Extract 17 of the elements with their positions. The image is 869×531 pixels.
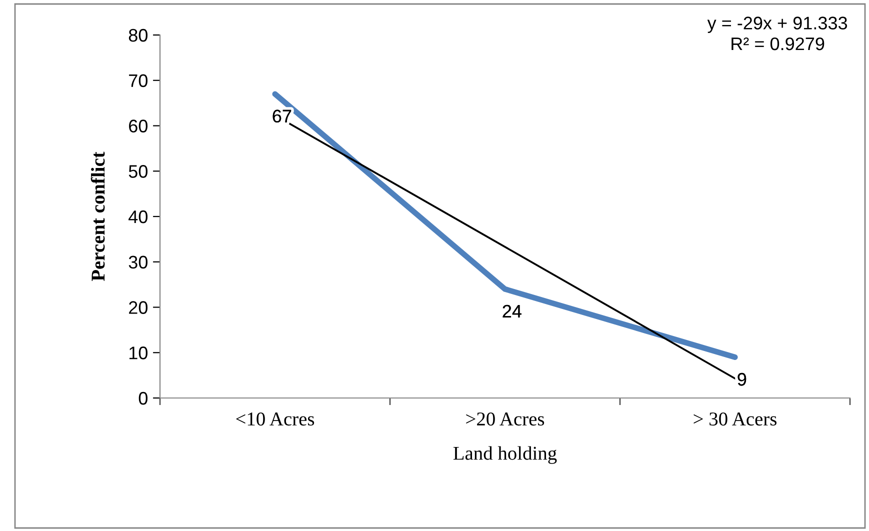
data-label: 24 [502, 304, 522, 318]
y-tick-label: 0 [138, 392, 148, 405]
x-tick-label: >20 Acres [466, 412, 544, 426]
x-tick-label: <10 Acres [236, 412, 314, 426]
data-label: 9 [738, 372, 746, 386]
y-tick-label: 10 [129, 346, 148, 360]
y-tick-label: 40 [128, 210, 148, 224]
y-axis-title: Percent conflict [90, 152, 105, 282]
y-tick-label: 20 [129, 301, 148, 314]
y-tick-label: 70 [129, 74, 148, 88]
annotation: y = -29x + 91.333 R² = 0.9279 [707, 16, 848, 50]
x-tick-label: > 30 Acers [694, 412, 776, 426]
y-tick-label: 80 [128, 28, 148, 42]
x-axis-title: Land holding [453, 446, 557, 464]
y-tick-label: 50 [128, 165, 148, 178]
y-tick-label: 60 [129, 120, 148, 132]
y-tick-label: 30 [128, 256, 148, 269]
